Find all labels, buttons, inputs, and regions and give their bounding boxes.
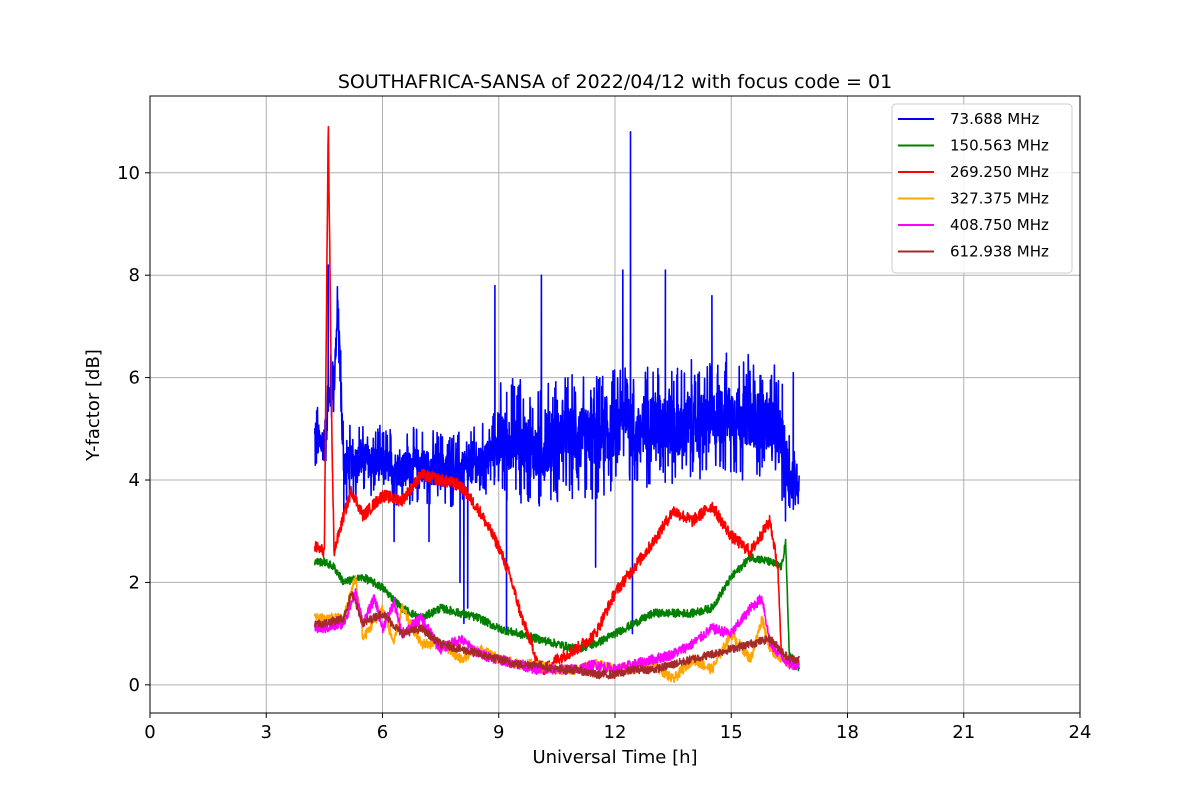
legend-label: 150.563 MHz <box>950 137 1049 155</box>
chart-title: SOUTHAFRICA-SANSA of 2022/04/12 with foc… <box>338 71 892 93</box>
y-tick-label: 4 <box>129 470 140 491</box>
legend-label: 612.938 MHz <box>950 243 1049 261</box>
x-tick-label: 0 <box>144 722 155 743</box>
y-axis-label: Y-factor [dB] <box>83 349 104 462</box>
plot-area <box>313 125 800 683</box>
x-tick-label: 6 <box>377 722 388 743</box>
x-tick-label: 12 <box>604 722 627 743</box>
legend-label: 408.750 MHz <box>950 216 1049 234</box>
legend-label: 269.250 MHz <box>950 163 1049 181</box>
x-tick-label: 3 <box>261 722 272 743</box>
x-axis-label: Universal Time [h] <box>532 747 697 768</box>
legend: 73.688 MHz 150.563 MHz 269.250 MHz 327.375 … <box>891 103 1073 274</box>
y-tick-label: 10 <box>117 163 140 184</box>
y-tick-label: 2 <box>129 572 140 593</box>
x-tick-label: 24 <box>1069 722 1092 743</box>
series-line <box>313 591 800 680</box>
legend-label: 327.375 MHz <box>950 190 1049 208</box>
y-tick-label: 0 <box>129 675 140 696</box>
x-tick-label: 9 <box>493 722 504 743</box>
x-tick-label: 15 <box>720 722 743 743</box>
y-tick-label: 8 <box>129 265 140 286</box>
y-axis: 0 2 4 6 8 10 <box>117 163 150 696</box>
x-tick-label: 18 <box>836 722 859 743</box>
series-line <box>313 131 800 635</box>
legend-frame <box>891 103 1073 274</box>
y-tick-label: 6 <box>129 368 140 389</box>
x-tick-label: 21 <box>952 722 975 743</box>
legend-label: 73.688 MHz <box>950 110 1039 128</box>
x-axis: 0 3 6 9 12 15 18 21 24 <box>144 713 1091 743</box>
series-layer <box>313 125 800 683</box>
